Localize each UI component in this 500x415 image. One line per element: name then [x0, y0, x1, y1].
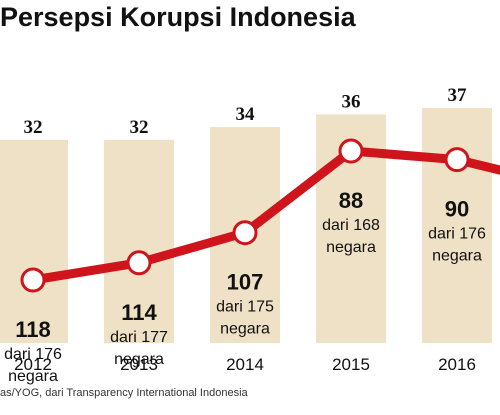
rank-label-2015: 88 [339, 188, 363, 213]
rank-of-label-2015: dari 168 [322, 217, 380, 234]
rank-marker-2016 [444, 147, 470, 173]
labels-layer: 32 118 dari 176 negara 32 114 dari 177 negara 34… [4, 85, 486, 385]
score-label-2015: 36 [342, 91, 361, 112]
year-label-2014: 2014 [226, 355, 264, 374]
rank-unit-label-2016: negara [432, 248, 482, 265]
rank-label-2014: 107 [227, 270, 264, 295]
source-note: as/YOG, dari Transparency International … [0, 387, 249, 399]
year-label-2016: 2016 [438, 355, 476, 374]
chart-title: Persepsi Korupsi Indonesia [0, 2, 357, 32]
rank-line [28, 146, 500, 285]
rank-of-label-2014: dari 175 [216, 299, 274, 316]
rank-unit-label-2013: negara [114, 351, 164, 368]
rank-label-2012: 118 [15, 317, 51, 342]
year-label-2015: 2015 [332, 355, 370, 374]
rank-marker-2012 [20, 267, 46, 293]
rank-of-label-2013: dari 177 [110, 329, 168, 346]
rank-of-label-2012: dari 176 [4, 346, 62, 363]
bar-2012 [0, 139, 68, 343]
rank-of-label-2016: dari 176 [428, 226, 486, 243]
rank-label-2016: 90 [445, 197, 469, 222]
rank-unit-label-2012: negara [8, 368, 58, 385]
score-label-2016: 37 [448, 85, 468, 106]
score-label-2012: 32 [24, 117, 43, 138]
bar-2013 [104, 139, 174, 343]
score-label-2013: 32 [130, 117, 149, 138]
years-layer: 201220132014201520162017 [14, 355, 476, 374]
rank-unit-label-2015: negara [326, 239, 376, 256]
line-layer [20, 138, 500, 293]
rank-marker-2015 [338, 138, 364, 164]
year-label-2013: 2013 [120, 355, 158, 374]
rank-label-2013: 114 [121, 300, 157, 325]
rank-marker-2014 [232, 220, 258, 246]
year-label-2012: 2012 [14, 355, 52, 374]
rank-unit-label-2014: negara [220, 321, 270, 338]
score-label-2014: 34 [236, 104, 256, 125]
rank-marker-2013 [126, 250, 152, 276]
